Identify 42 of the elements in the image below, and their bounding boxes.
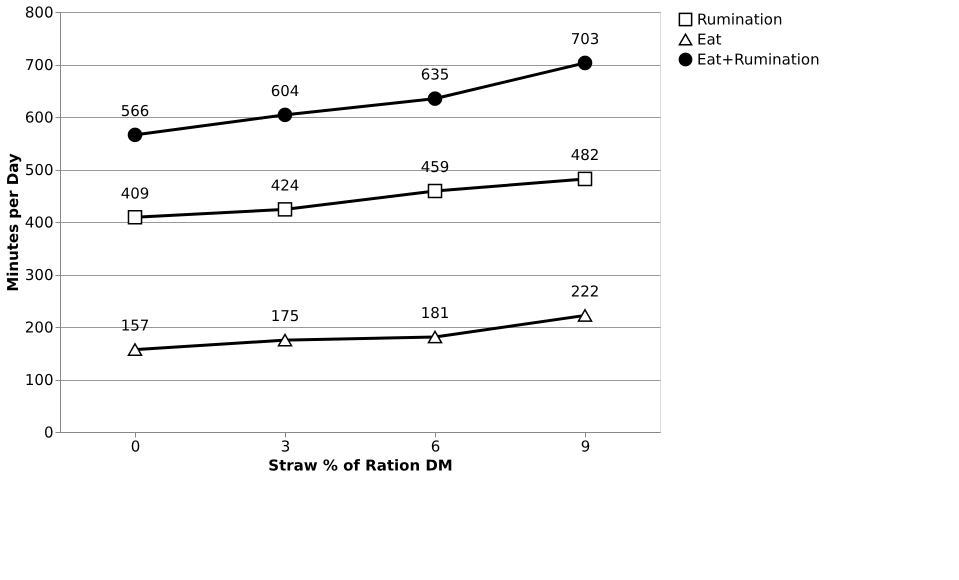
data-label: 157 [120,316,150,335]
data-label: 703 [570,30,600,48]
x-axis-title: Straw % of Ration DM [268,456,453,474]
y-tick-label: 500 [24,161,54,179]
y-tick-label: 700 [24,56,54,74]
y-axis-title: Minutes per Day [4,153,22,292]
data-label: 604 [270,82,300,100]
x-tick-label: 0 [130,438,140,456]
y-tick-label: 600 [24,108,54,126]
y-tick-label: 200 [24,318,54,336]
x-tick-label: 3 [280,438,290,456]
data-label: 566 [120,102,150,120]
data-label: 635 [420,66,450,84]
data-label: 175 [270,307,300,326]
point [578,172,592,186]
point [428,184,442,198]
data-label: 459 [420,158,450,176]
point [278,334,292,347]
y-tick-label: 800 [24,4,54,22]
point [128,128,142,142]
point [128,210,142,225]
data-label: 482 [570,146,600,164]
y-tick-label: 0 [44,424,54,442]
point [278,202,292,217]
x-tick-label: 9 [580,438,590,456]
legend-label: Rumination [697,10,782,28]
y-tick-label: 300 [24,266,54,284]
legend-label: Eat+Rumination [697,50,820,68]
point [428,330,442,344]
data-label: 409 [120,184,150,202]
point [278,108,292,122]
y-tick-label: 100 [24,371,54,389]
data-label: 181 [420,304,450,322]
x-tick-label: 6 [430,438,440,456]
point [128,343,142,356]
point [578,309,592,322]
data-label: 424 [270,176,300,194]
point [578,56,592,70]
data-label: 222 [570,282,600,300]
legend-label: Eat [697,30,722,48]
point [428,91,442,106]
y-tick-label: 400 [24,214,54,232]
